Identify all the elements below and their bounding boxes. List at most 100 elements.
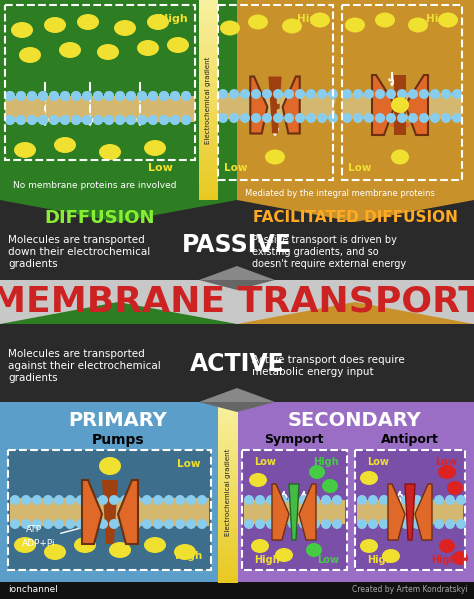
Bar [199, 113, 218, 117]
Bar [5, 5, 195, 160]
Circle shape [277, 519, 287, 529]
Circle shape [153, 519, 163, 529]
Circle shape [321, 519, 331, 529]
Bar [199, 17, 218, 20]
Bar [199, 126, 218, 131]
Text: Low: Low [224, 163, 248, 173]
Bar [199, 90, 218, 94]
Text: PRIMARY: PRIMARY [69, 410, 167, 429]
Circle shape [38, 91, 48, 101]
Circle shape [408, 113, 418, 123]
Bar [199, 0, 218, 4]
Bar [199, 180, 218, 184]
Circle shape [93, 115, 103, 125]
Bar [218, 489, 238, 492]
Circle shape [181, 115, 191, 125]
Bar [218, 441, 238, 444]
Circle shape [379, 495, 389, 505]
Bar [8, 450, 211, 570]
Bar [199, 107, 218, 110]
Ellipse shape [14, 142, 36, 158]
Text: ACTIVE: ACTIVE [190, 352, 284, 376]
Circle shape [251, 113, 261, 123]
Ellipse shape [438, 13, 458, 28]
Ellipse shape [309, 465, 325, 479]
Circle shape [364, 113, 374, 123]
Bar [199, 80, 218, 84]
Circle shape [87, 519, 97, 529]
Polygon shape [0, 200, 237, 222]
Bar [218, 438, 238, 441]
Polygon shape [199, 388, 275, 402]
Bar [218, 507, 238, 510]
Circle shape [229, 113, 239, 123]
Circle shape [5, 91, 15, 101]
Circle shape [306, 113, 316, 123]
Bar [218, 540, 238, 543]
Bar [199, 140, 218, 144]
Circle shape [255, 495, 265, 505]
Bar [218, 567, 238, 570]
Bar [199, 130, 218, 134]
Circle shape [60, 115, 70, 125]
Circle shape [266, 495, 276, 505]
Bar [199, 100, 218, 104]
Bar [199, 93, 218, 97]
Circle shape [126, 91, 136, 101]
Circle shape [375, 113, 385, 123]
Circle shape [71, 115, 81, 125]
Circle shape [419, 113, 429, 123]
Circle shape [126, 91, 136, 101]
Ellipse shape [54, 137, 76, 153]
Circle shape [251, 89, 261, 99]
Text: High: High [431, 555, 457, 565]
Bar [218, 576, 238, 579]
Circle shape [299, 495, 309, 505]
Ellipse shape [249, 473, 267, 487]
Bar [218, 435, 238, 438]
Bar [199, 147, 218, 150]
Text: High: High [367, 555, 392, 565]
Circle shape [27, 115, 37, 125]
Circle shape [317, 113, 327, 123]
Ellipse shape [220, 20, 240, 35]
Polygon shape [268, 77, 282, 134]
Circle shape [76, 495, 86, 505]
Circle shape [401, 519, 411, 529]
Circle shape [412, 519, 422, 529]
Circle shape [82, 91, 92, 101]
Bar [5, 96, 195, 122]
Bar [218, 546, 238, 549]
Bar [218, 558, 238, 561]
Circle shape [98, 519, 108, 529]
Circle shape [262, 113, 272, 123]
Bar [199, 104, 218, 107]
Bar [199, 193, 218, 197]
Bar [218, 528, 238, 531]
Polygon shape [372, 75, 395, 135]
Circle shape [126, 115, 136, 125]
Polygon shape [250, 77, 267, 134]
Text: FACILITATED DIFFUSION: FACILITATED DIFFUSION [253, 210, 457, 225]
Bar [218, 429, 238, 432]
Circle shape [5, 115, 15, 125]
Bar [199, 7, 218, 11]
Circle shape [229, 89, 239, 99]
Polygon shape [237, 302, 474, 324]
Circle shape [93, 91, 103, 101]
Circle shape [137, 115, 147, 125]
Bar [199, 87, 218, 90]
Circle shape [332, 495, 342, 505]
Circle shape [60, 115, 70, 125]
Bar [10, 498, 209, 526]
Bar [199, 96, 218, 101]
Bar [218, 552, 238, 555]
Circle shape [368, 495, 378, 505]
Circle shape [137, 91, 147, 101]
Bar [218, 471, 238, 474]
Circle shape [71, 115, 81, 125]
Circle shape [175, 495, 185, 505]
Bar [199, 177, 218, 180]
Bar [218, 462, 238, 465]
Circle shape [104, 91, 114, 101]
